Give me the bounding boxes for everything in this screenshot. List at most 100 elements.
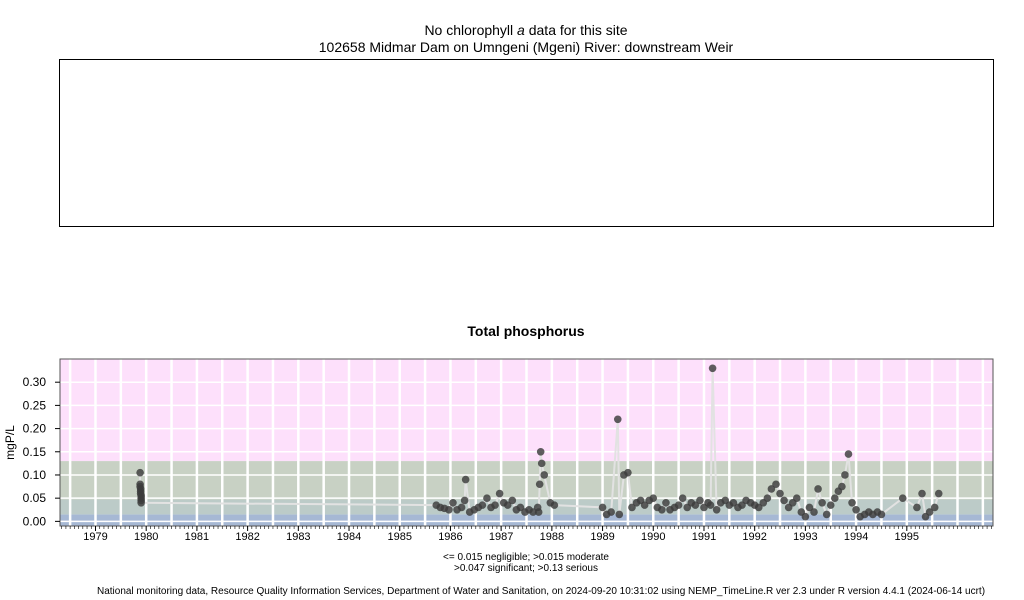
y-tick-label: 0.30 xyxy=(23,375,47,389)
data-point xyxy=(483,494,491,502)
x-tick-label: 1991 xyxy=(692,531,716,543)
data-point xyxy=(536,447,545,456)
chlorophyll-title-post: data for this site xyxy=(528,22,628,38)
y-tick-label: 0.10 xyxy=(23,468,47,482)
data-point xyxy=(457,503,466,512)
x-tick-label: 1986 xyxy=(438,531,462,543)
data-point xyxy=(491,501,499,509)
data-point xyxy=(822,510,831,519)
x-tick-label: 1992 xyxy=(742,531,766,543)
data-point xyxy=(461,475,470,484)
x-tick-label: 1979 xyxy=(83,531,107,543)
data-point xyxy=(826,501,835,509)
data-point xyxy=(696,496,704,505)
footer-note: National monitoring data, Resource Quali… xyxy=(96,586,986,597)
data-point xyxy=(763,494,772,502)
data-point xyxy=(137,499,145,507)
data-point xyxy=(767,485,776,493)
phosphorus-title: Total phosphorus xyxy=(467,323,585,339)
data-point xyxy=(598,503,607,512)
data-point xyxy=(615,510,624,519)
data-point xyxy=(550,501,559,509)
chlorophyll-title: No chlorophyll a data for this site xyxy=(0,22,1024,38)
data-point xyxy=(624,468,632,477)
x-tick-label: 1982 xyxy=(235,531,259,543)
data-point xyxy=(848,499,856,507)
x-tick-label: 1980 xyxy=(134,531,158,543)
y-axis-label: mgP/L xyxy=(3,425,17,460)
data-point xyxy=(776,489,784,498)
data-point xyxy=(662,499,670,507)
y-tick-label: 0.00 xyxy=(23,514,47,528)
x-tick-label: 1995 xyxy=(895,531,919,543)
data-point xyxy=(529,508,537,516)
data-point xyxy=(772,480,780,489)
x-tick-label: 1987 xyxy=(489,531,513,543)
data-point xyxy=(537,459,546,468)
chlorophyll-title-a: a xyxy=(517,22,525,38)
data-point xyxy=(841,471,849,479)
data-point xyxy=(729,499,738,507)
chlorophyll-empty-panel xyxy=(59,59,994,227)
data-point xyxy=(792,494,801,502)
data-point xyxy=(877,510,886,519)
y-tick-label: 0.15 xyxy=(23,445,47,459)
data-point xyxy=(649,494,658,502)
data-point xyxy=(898,494,907,502)
data-point xyxy=(918,489,926,498)
y-tick-label: 0.20 xyxy=(23,422,47,436)
x-tick-label: 1989 xyxy=(590,531,614,543)
x-tick-label: 1988 xyxy=(540,531,564,543)
data-point xyxy=(934,489,943,498)
data-point xyxy=(838,482,846,491)
data-point xyxy=(503,501,512,509)
data-point xyxy=(691,501,700,509)
data-point xyxy=(136,468,144,477)
x-tick-label: 1981 xyxy=(185,531,209,543)
x-tick-label: 1984 xyxy=(337,531,361,543)
data-point xyxy=(712,505,721,514)
y-tick-label: 0.25 xyxy=(23,398,47,412)
data-point xyxy=(844,450,853,458)
data-point xyxy=(913,503,921,512)
data-point xyxy=(534,508,543,516)
data-point xyxy=(814,485,822,493)
data-point xyxy=(925,508,934,516)
data-point xyxy=(535,480,544,489)
data-point xyxy=(674,501,683,509)
data-point xyxy=(678,494,687,502)
data-point xyxy=(628,503,636,512)
x-tick-label: 1985 xyxy=(387,531,411,543)
data-point xyxy=(658,505,666,514)
x-tick-label: 1994 xyxy=(844,531,868,543)
data-point xyxy=(801,512,810,521)
x-tick-label: 1990 xyxy=(641,531,665,543)
data-point xyxy=(708,364,717,373)
chlorophyll-title-pre: No chlorophyll xyxy=(424,22,514,38)
data-point xyxy=(780,496,788,505)
data-point xyxy=(449,499,457,507)
threshold-legend-line1: <= 0.015 negligible; >0.015 moderate xyxy=(443,552,609,563)
data-point xyxy=(754,503,763,512)
data-point xyxy=(540,471,549,479)
data-point xyxy=(445,505,453,514)
data-point xyxy=(818,499,826,507)
data-point xyxy=(810,508,818,516)
data-point xyxy=(805,503,814,512)
data-point xyxy=(508,496,517,505)
data-point xyxy=(613,415,622,424)
y-tick-label: 0.05 xyxy=(23,491,47,505)
x-tick-label: 1983 xyxy=(286,531,310,543)
data-point xyxy=(478,501,487,509)
data-point xyxy=(830,494,839,502)
data-point xyxy=(460,496,469,505)
data-point xyxy=(930,503,939,512)
x-tick-label: 1993 xyxy=(793,531,817,543)
data-point xyxy=(706,501,715,509)
data-point xyxy=(640,501,649,509)
data-point xyxy=(516,503,525,512)
site-title: 102658 Midmar Dam on Umngeni (Mgeni) Riv… xyxy=(318,39,734,55)
data-point xyxy=(495,489,504,498)
data-point xyxy=(607,508,615,516)
